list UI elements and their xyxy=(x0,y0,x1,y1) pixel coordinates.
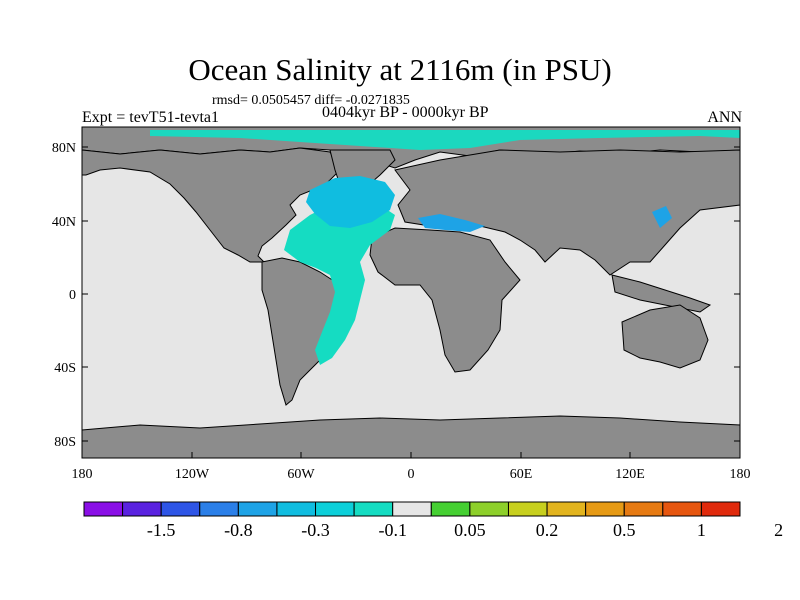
colorbar-label: 0.5 xyxy=(613,520,636,540)
colorbar-swatch xyxy=(83,501,124,517)
colorbar-swatch xyxy=(160,501,201,517)
atlantic-salinity-anomaly xyxy=(284,200,395,365)
season-label: ANN xyxy=(707,109,742,126)
colorbar-swatch xyxy=(199,501,239,517)
experiment-label: Expt = tevT51-tevta1 xyxy=(82,109,219,126)
colorbar-swatch xyxy=(546,501,587,517)
colorbar-swatch xyxy=(430,501,471,517)
colorbar-swatch xyxy=(469,501,509,517)
x-tick-label: 0 xyxy=(408,467,415,482)
x-tick-label: 60W xyxy=(287,467,315,482)
x-tick-label: 60E xyxy=(510,467,533,482)
y-tick-label: 0 xyxy=(69,288,76,303)
colorbar-swatch xyxy=(700,501,741,517)
colorbar-swatch xyxy=(353,501,394,517)
colorbar-swatch xyxy=(392,501,432,517)
colorbar-label: 0.2 xyxy=(536,520,559,540)
colorbar-swatch xyxy=(623,501,664,517)
colorbar-label: 1 xyxy=(697,520,706,540)
x-tick-label: 180 xyxy=(730,467,751,482)
australia-land xyxy=(621,304,709,369)
colorbar-swatch xyxy=(507,501,548,517)
colorbar-label: 0.05 xyxy=(454,520,486,540)
y-tick-label: 80N xyxy=(52,141,76,156)
japan-sea-anomaly xyxy=(652,206,672,228)
map-title: Ocean Salinity at 2116m (in PSU) xyxy=(188,52,612,87)
stats-line: rmsd= 0.0505457 diff= -0.0271835 xyxy=(212,93,410,108)
colorbar-label: 2 xyxy=(774,520,783,540)
colorbar-labels: -1.5 -0.8 -0.3 -0.1 0.05 0.2 0.5 1 2 xyxy=(147,520,783,540)
colorbar-swatch xyxy=(662,501,702,517)
y-tick-label: 80S xyxy=(54,435,76,450)
colorbar-label: -0.1 xyxy=(378,520,407,540)
colorbar xyxy=(83,501,741,517)
colorbar-label: -0.8 xyxy=(224,520,253,540)
x-tick-label: 120E xyxy=(615,467,645,482)
colorbar-swatch xyxy=(237,501,278,517)
y-tick-label: 40N xyxy=(52,215,76,230)
africa-land xyxy=(369,227,521,373)
mediterranean-anomaly xyxy=(418,214,485,232)
colorbar-swatch xyxy=(315,501,355,517)
colorbar-label: -0.3 xyxy=(301,520,330,540)
colorbar-swatch xyxy=(276,501,317,517)
colorbar-swatch xyxy=(122,501,162,517)
x-tick-label: 180 xyxy=(72,467,93,482)
colorbar-swatch xyxy=(585,501,625,517)
north-america-land xyxy=(81,147,341,263)
south-america-land xyxy=(261,257,357,406)
y-tick-label: 40S xyxy=(54,361,76,376)
arctic-salinity-anomaly xyxy=(150,130,740,150)
period-label: 0404kyr BP - 0000kyr BP xyxy=(322,104,489,121)
colorbar-label: -1.5 xyxy=(147,520,176,540)
x-ticks xyxy=(81,452,741,458)
y-ticks xyxy=(82,146,740,442)
north-atlantic-strong-anomaly xyxy=(306,176,395,228)
x-tick-label: 120W xyxy=(175,467,210,482)
maritime-continent-land xyxy=(611,274,712,313)
